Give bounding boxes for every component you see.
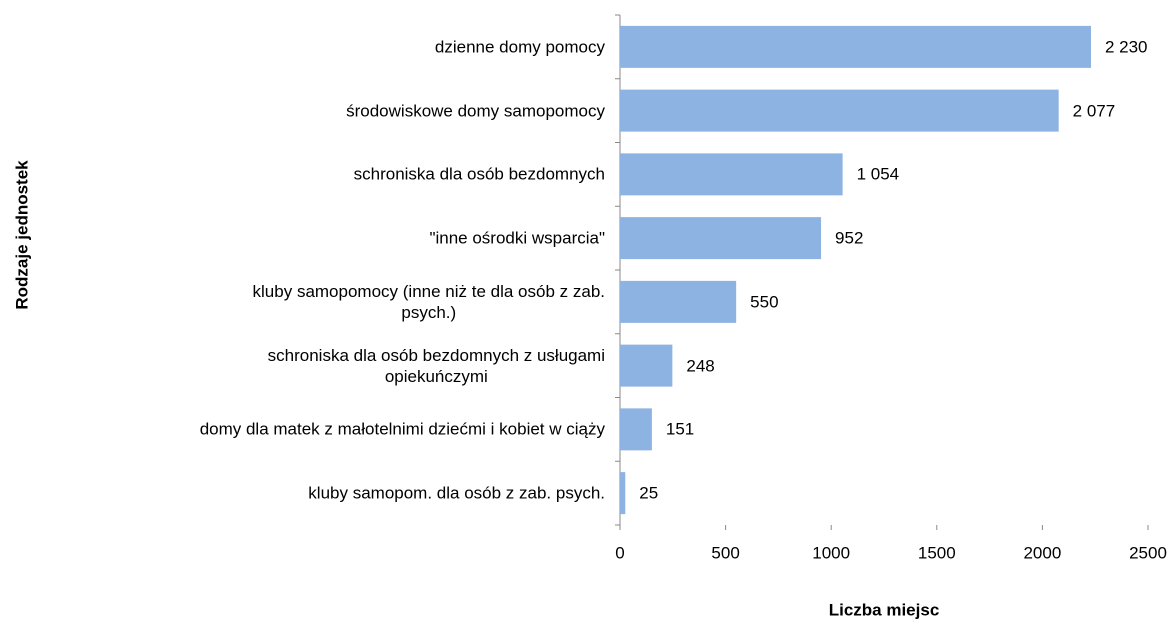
x-axis-title: Liczba miejsc bbox=[828, 600, 940, 620]
category-label: środowiskowe domy samopomocy bbox=[346, 101, 605, 121]
y-axis-title: Rodzaje jednostek bbox=[12, 160, 32, 310]
value-label: 2 230 bbox=[1104, 37, 1148, 57]
bar bbox=[620, 408, 652, 451]
x-tick-label: 500 bbox=[711, 543, 740, 563]
bar bbox=[620, 217, 822, 260]
category-label: kluby samopom. dla osób z zab. psych. bbox=[308, 483, 605, 503]
value-label: 25 bbox=[639, 483, 659, 503]
value-label: 1 054 bbox=[856, 164, 900, 184]
value-label: 550 bbox=[750, 292, 779, 312]
value-label: 2 077 bbox=[1072, 101, 1116, 121]
bar bbox=[620, 280, 737, 323]
category-label: domy dla matek z małotelnimi dziećmi i k… bbox=[199, 419, 605, 439]
bar bbox=[620, 344, 673, 387]
category-label: "inne ośrodki wsparcia" bbox=[429, 228, 605, 248]
category-label: schroniska dla osób bezdomnych bbox=[353, 164, 605, 184]
x-tick-label: 2000 bbox=[1023, 543, 1062, 563]
bar bbox=[620, 472, 626, 515]
category-label: schroniska dla osób bezdomnych z usługam… bbox=[267, 345, 605, 386]
x-tick-label: 2500 bbox=[1129, 543, 1167, 563]
bar bbox=[620, 89, 1059, 132]
bar bbox=[620, 153, 843, 196]
value-label: 248 bbox=[686, 356, 715, 376]
value-label: 151 bbox=[665, 419, 695, 439]
category-label: kluby samopomocy (inne niż te dla osób z… bbox=[252, 281, 605, 322]
x-tick-label: 1500 bbox=[917, 543, 956, 563]
x-tick-label: 0 bbox=[615, 543, 625, 563]
category-label: dzienne domy pomocy bbox=[434, 37, 605, 57]
x-tick-label: 1000 bbox=[812, 543, 851, 563]
bar bbox=[620, 25, 1091, 68]
value-label: 952 bbox=[835, 228, 864, 248]
